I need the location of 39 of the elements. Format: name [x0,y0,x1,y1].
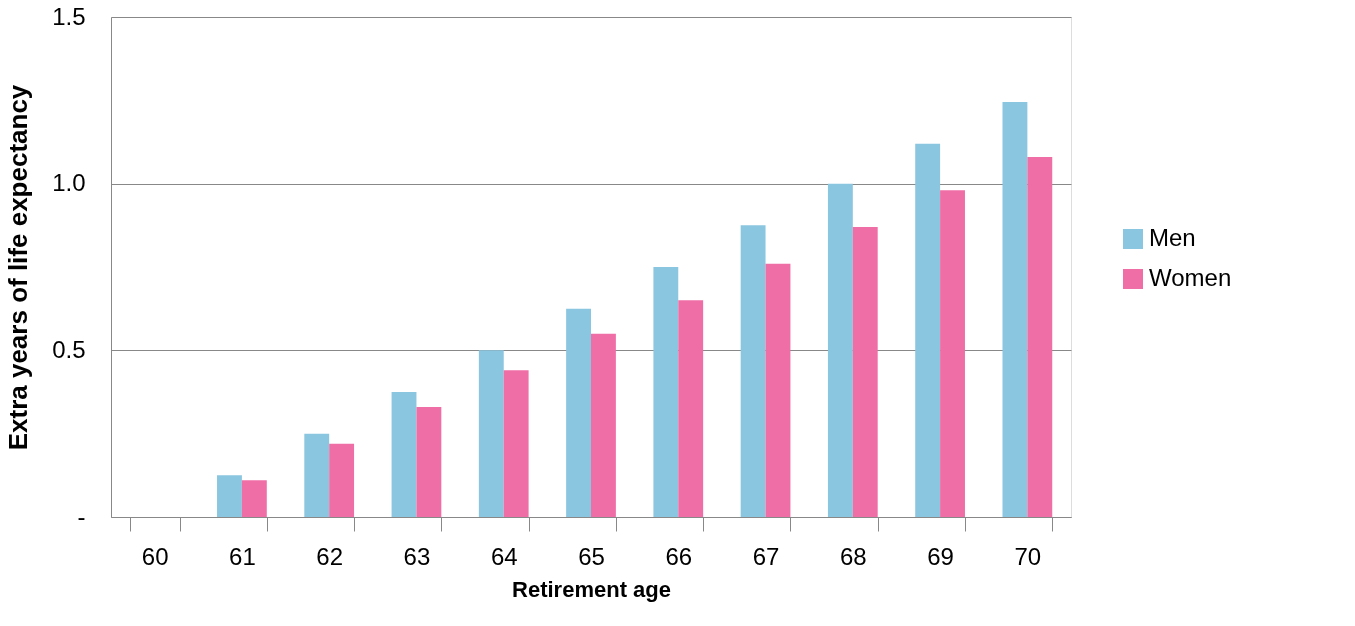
y-tick-label: - [77,502,86,530]
bar [678,300,704,517]
x-tick-label: 68 [839,542,867,570]
bar [391,392,417,517]
bar [304,433,330,517]
bar [740,225,766,517]
bar [416,407,442,517]
bar [852,227,878,517]
bar [591,333,616,517]
bar [915,143,941,517]
bar [503,370,529,517]
x-axis-title: Retirement age [512,576,671,602]
bar [940,190,965,517]
x-tick-label: 66 [665,542,693,570]
legend-label: Men [1149,224,1196,251]
x-tick-label: 69 [927,542,954,570]
bar [765,263,791,517]
y-axis-title: Extra years of life expectancy [3,84,34,451]
bar [1027,157,1053,517]
x-tick-label: 63 [403,542,431,570]
x-tick-label: 67 [752,542,780,570]
bar [653,267,679,517]
x-tick-label: 64 [490,542,518,570]
y-tick-label: 1.5 [52,2,86,30]
bar [1002,102,1028,517]
bar [241,480,267,517]
bar [827,183,853,517]
x-tick-label: 70 [1014,542,1042,570]
bar [217,475,242,517]
y-tick-label: 0.5 [52,335,86,363]
bar [566,308,591,517]
y-tick-label: 1.0 [52,169,86,197]
x-tick-label: 65 [578,542,605,570]
x-tick-label: 60 [141,542,169,570]
bar [329,443,355,517]
x-tick-label: 61 [229,542,256,570]
legend-label: Women [1149,264,1232,291]
bar [478,350,504,517]
x-tick-label: 62 [316,542,344,570]
